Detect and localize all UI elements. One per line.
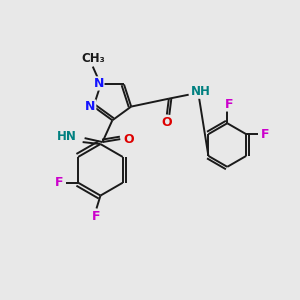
Text: CH₃: CH₃ [81,52,105,65]
Text: F: F [92,210,101,223]
Text: F: F [261,128,269,141]
Text: F: F [225,98,233,111]
Text: O: O [123,133,134,146]
Text: NH: NH [190,85,211,98]
Text: O: O [162,116,172,129]
Text: HN: HN [57,130,77,142]
Text: N: N [85,100,96,113]
Text: F: F [55,176,64,189]
Text: N: N [94,77,104,90]
